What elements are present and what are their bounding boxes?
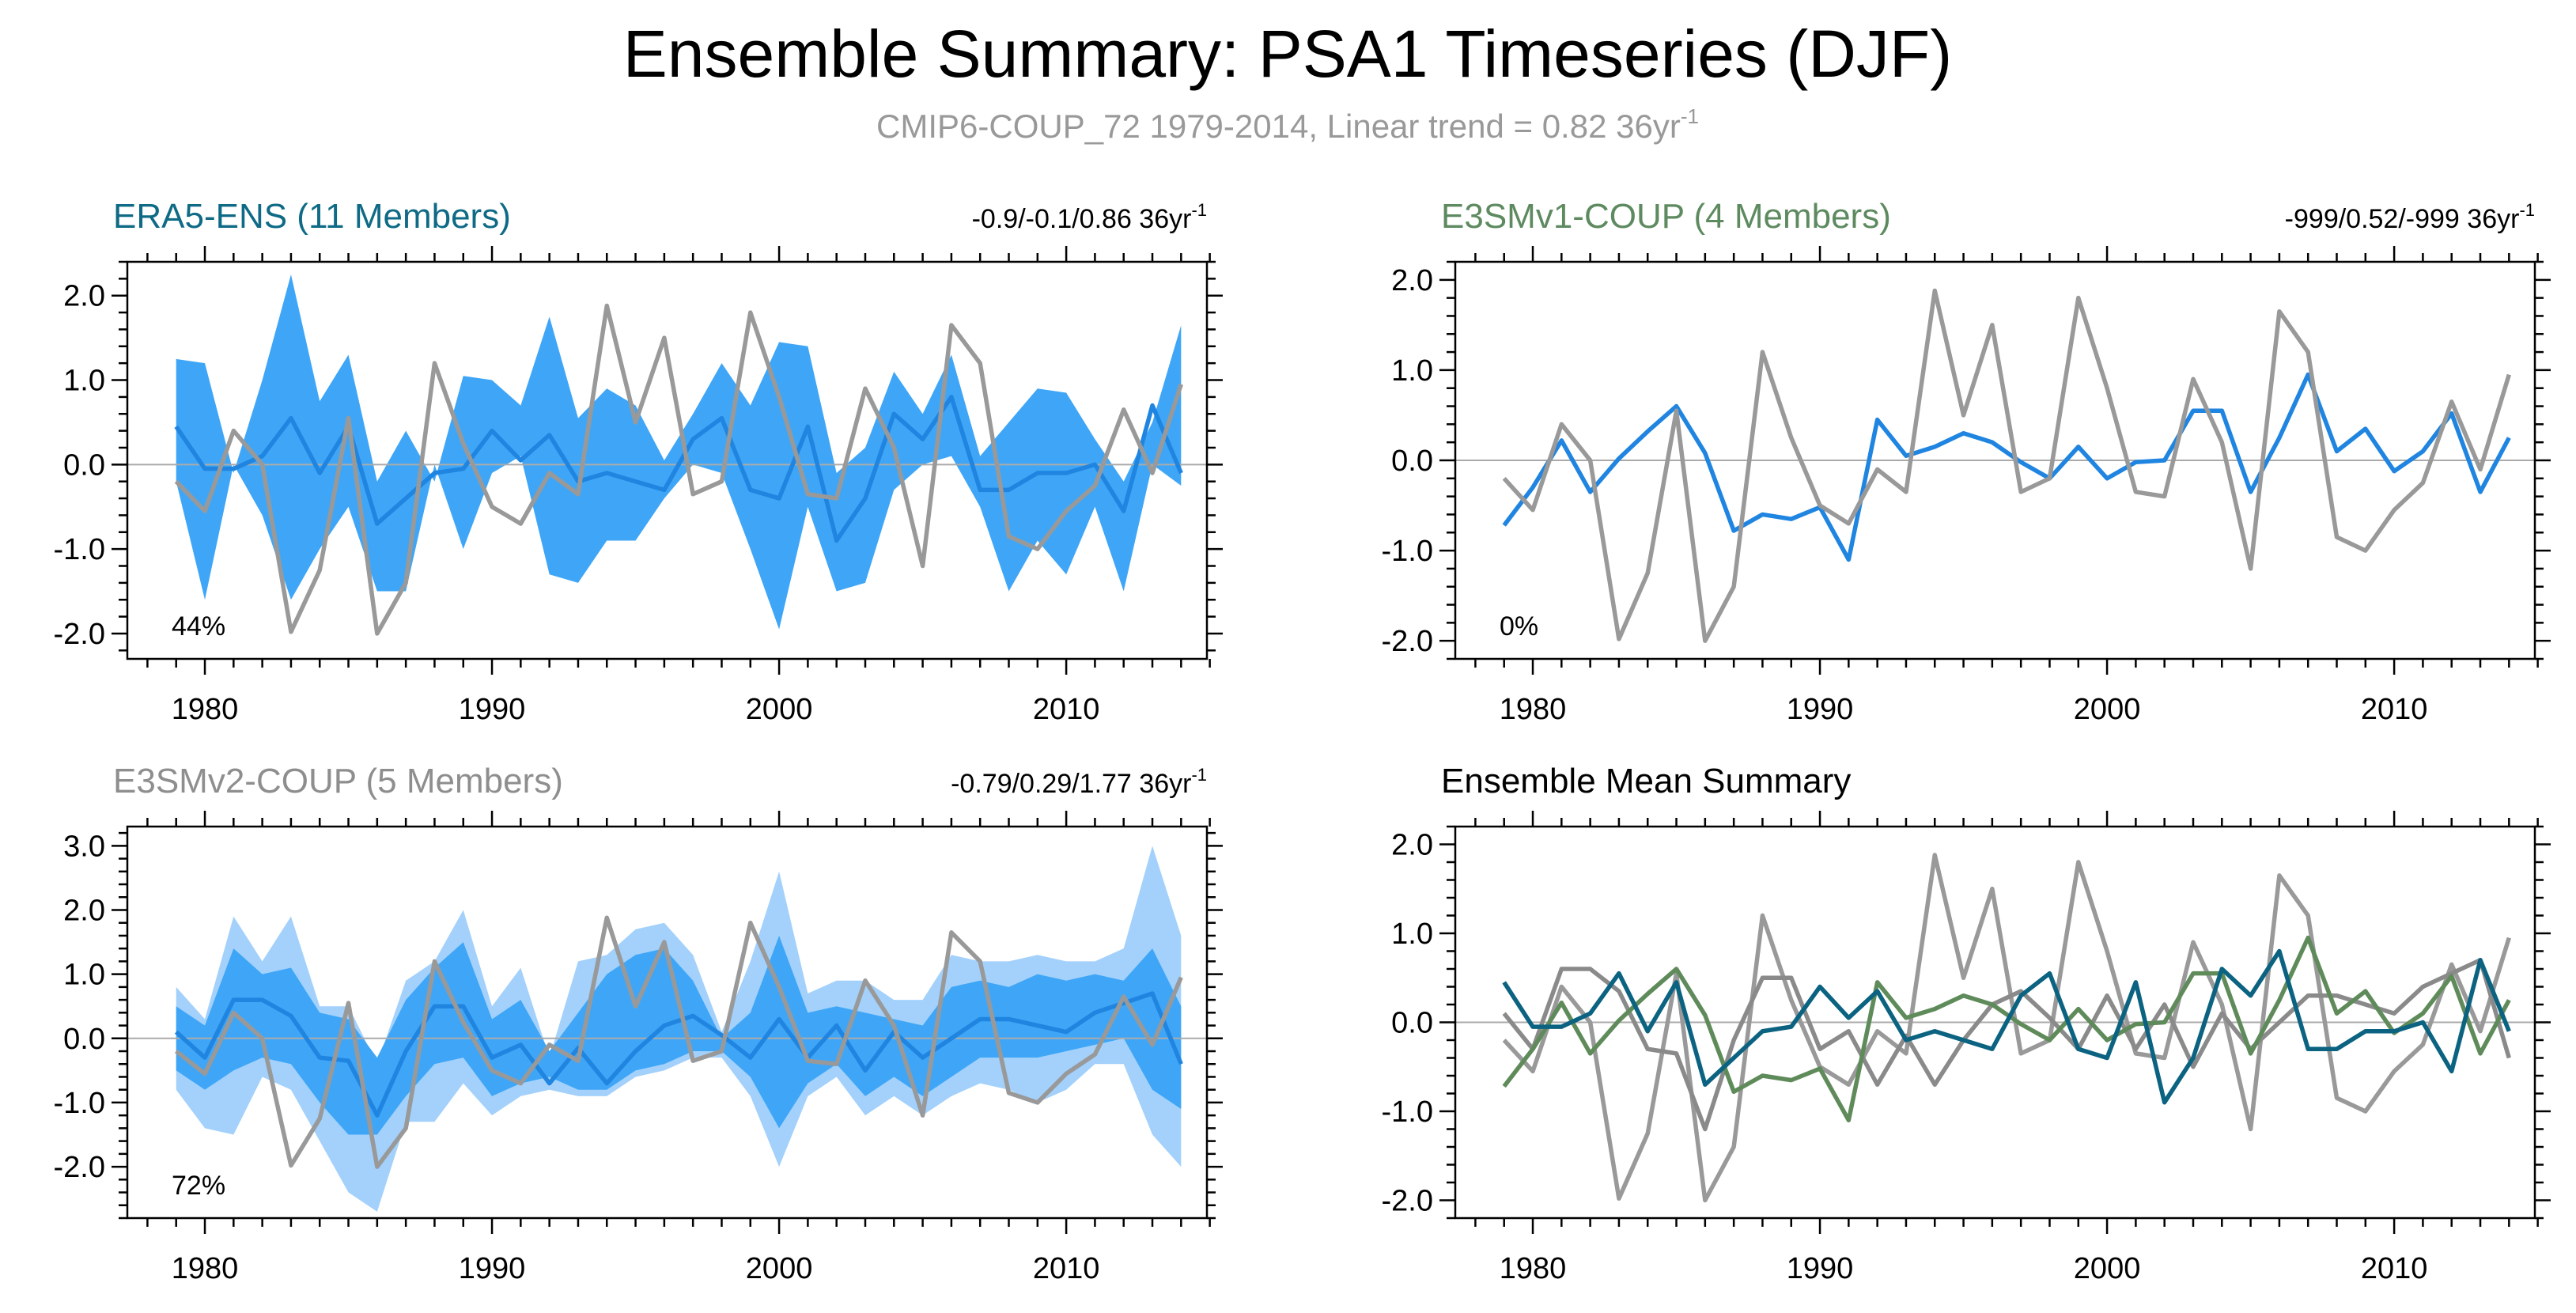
y-tick-label: 3.0 — [63, 830, 105, 863]
x-axis: 1980 1990 2000 2010 — [1474, 246, 2539, 726]
series-observations — [174, 303, 1183, 636]
series-line-observations — [1502, 853, 2511, 1203]
figure-title: Ensemble Summary: PSA1 Timeseries (DJF) — [623, 17, 1952, 91]
trend-label-main: -0.9/-0.1/0.86 36yr — [972, 204, 1192, 234]
x-tick-label: 2000 — [2074, 693, 2141, 726]
series-line-era5-ens-mean — [1502, 948, 2511, 1105]
series-observations — [1502, 288, 2511, 643]
x-tick-label: 2000 — [2074, 1252, 2141, 1285]
y-tick-label: 1.0 — [63, 365, 105, 398]
x-tick-label: 1980 — [172, 693, 239, 726]
panel-top-left: -2.0 -1.0 0.0 1.0 2.0 1980 1990 2000 2010 ERA5-EN… — [54, 197, 1223, 726]
series-e3smv2-coup-mean — [174, 991, 1183, 1118]
series-line-observations — [1502, 288, 2511, 643]
plot-frame — [126, 825, 1209, 1220]
panel-bottom-left: -2.0 -1.0 0.0 1.0 2.0 3.0 1980 1990 2000 2010 E3SM… — [54, 762, 1223, 1285]
series-line-e3smv2-coup-mean — [174, 991, 1183, 1118]
plot-area — [1455, 853, 2535, 1203]
x-tick-label: 1980 — [1500, 1252, 1567, 1285]
series-observations — [1502, 853, 2511, 1203]
x-tick-label: 2010 — [1033, 1252, 1100, 1285]
y-tick-label: 0.0 — [63, 1023, 105, 1056]
x-tick-label: 1990 — [1787, 1252, 1854, 1285]
plot-frame — [126, 260, 1209, 660]
figure-subtitle-sup: -1 — [1681, 104, 1699, 128]
series-e3smv1-coup-mean — [1502, 372, 2511, 562]
trend-label-sup: -1 — [1191, 765, 1207, 785]
series-e3smv2-coup-mean — [1502, 958, 2511, 1132]
x-tick-label: 2010 — [2361, 693, 2428, 726]
percent-label: 72% — [172, 1171, 225, 1201]
ensemble-spread-band — [176, 935, 1182, 1135]
series-line-e3smv1-coup-mean — [1502, 935, 2511, 1122]
y-axis: -2.0 -1.0 0.0 1.0 2.0 3.0 — [54, 830, 1223, 1220]
y-tick-label: 0.0 — [63, 448, 105, 482]
series-era5-ens-mean — [1502, 948, 2511, 1105]
trend-label-sup: -1 — [2519, 200, 2535, 220]
y-tick-label: -1.0 — [1382, 1095, 1433, 1129]
y-tick-label: -2.0 — [54, 1151, 105, 1184]
y-tick-label: 2.0 — [63, 280, 105, 313]
ensemble-spread-band — [176, 274, 1182, 630]
y-tick-label: -1.0 — [1382, 535, 1433, 568]
panel-top-right: -2.0 -1.0 0.0 1.0 2.0 1980 1990 2000 2010 E3SMv1-… — [1382, 197, 2551, 726]
trend-label: -0.9/-0.1/0.86 36yr-1 — [972, 200, 1207, 234]
y-axis: -2.0 -1.0 0.0 1.0 2.0 — [54, 260, 1223, 652]
plot-area — [1455, 288, 2535, 643]
y-tick-label: 2.0 — [1391, 829, 1433, 862]
series-line-e3smv1-coup-mean — [1502, 372, 2511, 562]
x-tick-label: 2000 — [746, 1252, 813, 1285]
x-tick-label: 2010 — [1033, 693, 1100, 726]
x-axis: 1980 1990 2000 2010 — [1474, 811, 2539, 1285]
series-e3smv1-coup-mean — [1502, 935, 2511, 1122]
y-tick-label: -2.0 — [1382, 625, 1433, 658]
x-tick-label: 2010 — [2361, 1252, 2428, 1285]
y-tick-label: -2.0 — [1382, 1185, 1433, 1218]
y-axis: -2.0 -1.0 0.0 1.0 2.0 — [1382, 260, 2551, 660]
y-tick-label: -1.0 — [54, 533, 105, 566]
series-observations — [175, 915, 1183, 1169]
x-tick-label: 2000 — [746, 693, 813, 726]
panel-title: ERA5-ENS (11 Members) — [113, 197, 511, 236]
x-tick-label: 1980 — [1500, 693, 1567, 726]
trend-label: -0.79/0.29/1.77 36yr-1 — [951, 765, 1207, 799]
x-tick-label: 1990 — [459, 693, 526, 726]
x-tick-label: 1990 — [459, 1252, 526, 1285]
trend-label-sup: -1 — [1191, 200, 1207, 220]
panel-title: E3SMv1-COUP (4 Members) — [1441, 197, 1891, 236]
y-tick-label: 1.0 — [1391, 918, 1433, 951]
panel-title: Ensemble Mean Summary — [1441, 762, 1851, 800]
trend-label-main: -999/0.52/-999 36yr — [2285, 204, 2520, 234]
plot-area — [127, 846, 1207, 1212]
x-tick-label: 1980 — [172, 1252, 239, 1285]
series-line-observations — [175, 915, 1183, 1169]
x-tick-label: 1990 — [1787, 693, 1854, 726]
y-axis: -2.0 -1.0 0.0 1.0 2.0 — [1382, 825, 2551, 1220]
y-tick-label: -1.0 — [54, 1087, 105, 1120]
plot-area — [127, 274, 1207, 636]
y-tick-label: 2.0 — [1391, 264, 1433, 297]
y-tick-label: 0.0 — [1391, 1007, 1433, 1040]
percent-label: 44% — [172, 611, 225, 641]
figure-subtitle: CMIP6-COUP_72 1979-2014, Linear trend = … — [876, 104, 1699, 145]
trend-label: -999/0.52/-999 36yr-1 — [2285, 200, 2535, 234]
panel-title: E3SMv2-COUP (5 Members) — [113, 762, 563, 800]
y-tick-label: 2.0 — [63, 894, 105, 927]
x-axis: 1980 1990 2000 2010 — [146, 246, 1211, 726]
y-tick-label: -2.0 — [54, 618, 105, 651]
x-axis: 1980 1990 2000 2010 — [146, 811, 1211, 1285]
percent-label: 0% — [1500, 611, 1538, 641]
y-tick-label: 1.0 — [63, 959, 105, 992]
y-tick-label: 0.0 — [1391, 445, 1433, 478]
trend-label-main: -0.79/0.29/1.77 36yr — [951, 769, 1191, 799]
series-line-e3smv2-coup-mean — [1502, 958, 2511, 1132]
panel-bottom-right: -2.0 -1.0 0.0 1.0 2.0 1980 1990 2000 2010 Ensembl… — [1382, 762, 2551, 1285]
y-tick-label: 1.0 — [1391, 354, 1433, 388]
figure-subtitle-main: CMIP6-COUP_72 1979-2014, Linear trend = … — [876, 108, 1681, 145]
series-line-observations — [174, 303, 1183, 636]
